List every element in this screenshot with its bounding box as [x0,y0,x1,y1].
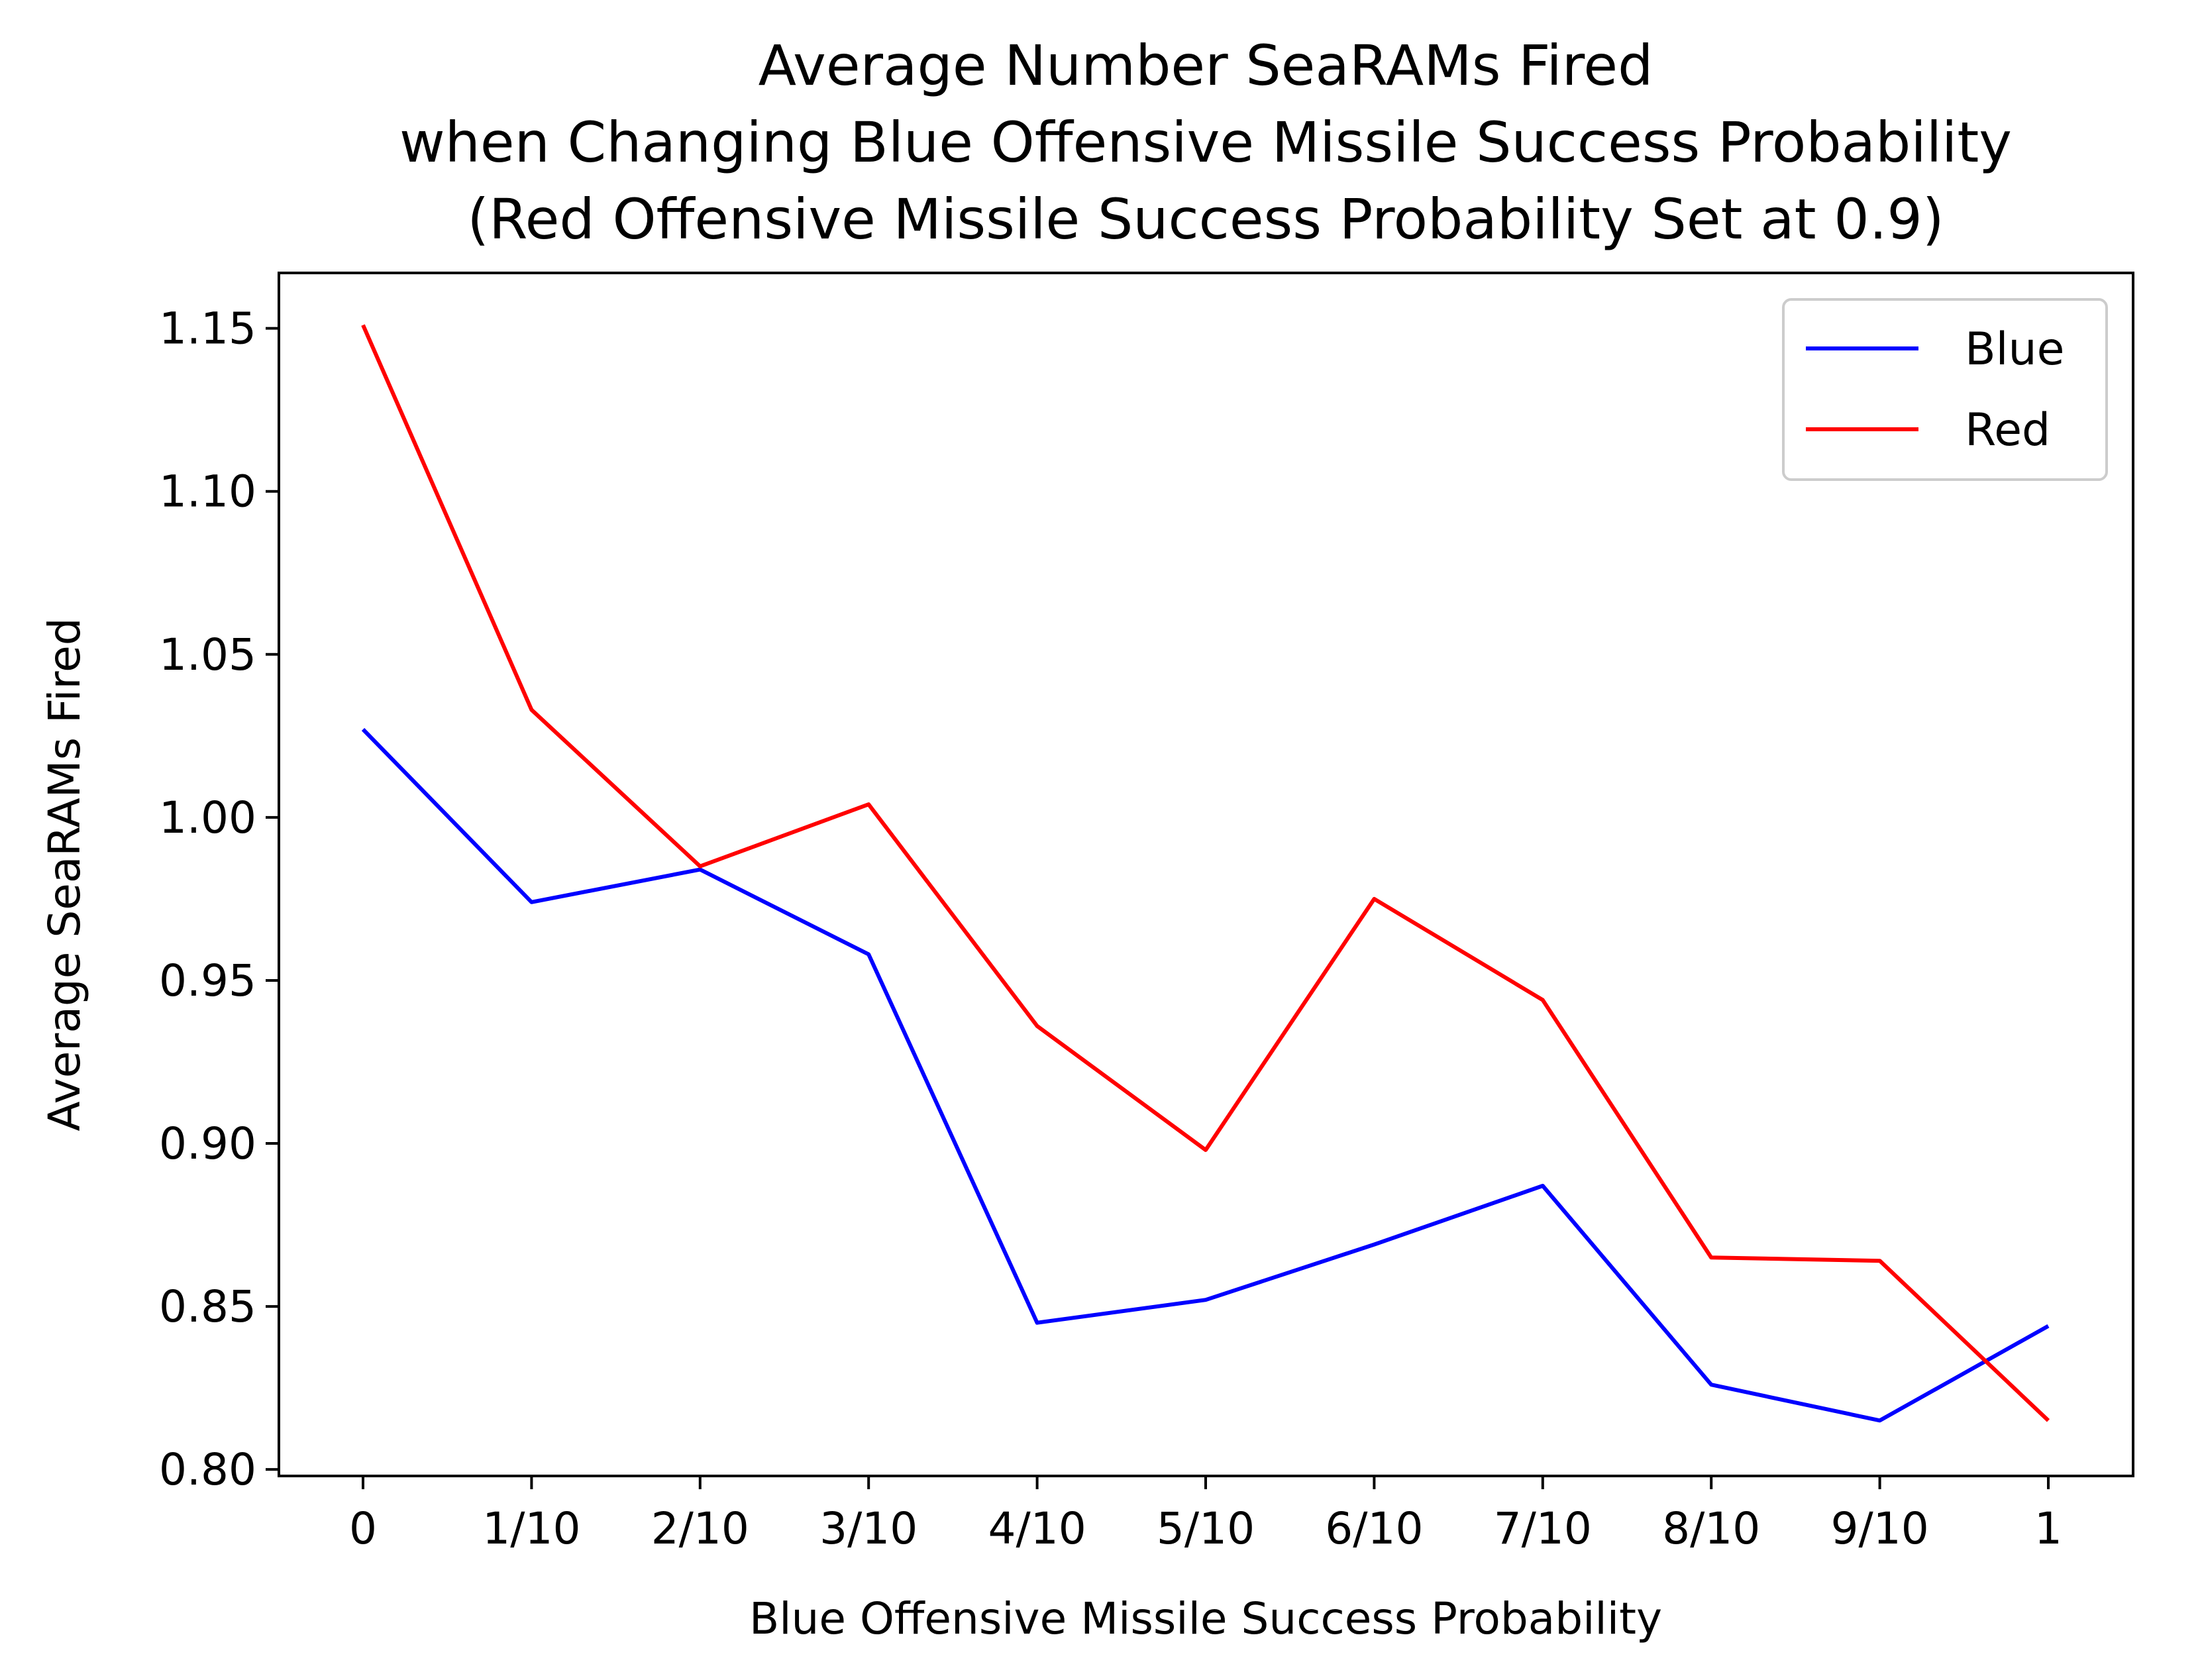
y-tick-label: 1.10 [159,466,256,517]
x-tick-label: 9/10 [1830,1503,1928,1554]
chart-title-line-2: when Changing Blue Offensive Missile Suc… [399,110,2012,175]
y-tick-label: 1.15 [159,303,256,354]
series-line-blue [361,727,2050,1423]
y-tick-label: 1.00 [159,792,256,843]
y-axis-label: Average SeaRAMs Fired [39,617,90,1131]
plot-area [361,324,2050,1423]
x-tick-label: 1/10 [482,1503,580,1554]
legend-label-blue: Blue [1965,323,2064,376]
x-tick-label: 7/10 [1494,1503,1592,1554]
chart-title-line-3: (Red Offensive Missile Success Probabili… [467,187,1944,252]
x-tick-label: 5/10 [1157,1503,1255,1554]
series-line-red [361,324,2050,1422]
x-tick-label: 2/10 [651,1503,749,1554]
x-tick-label: 6/10 [1325,1503,1423,1554]
legend-box [1782,298,2108,481]
legend: Blue Red [1782,298,2108,481]
x-axis-label: Blue Offensive Missile Success Probabili… [749,1593,1662,1644]
y-tick-label: 1.05 [159,629,256,680]
x-tick-label: 4/10 [988,1503,1086,1554]
chart-title-line-1: Average Number SeaRAMs Fired [759,33,1653,98]
x-tick-label: 1 [2034,1503,2062,1554]
chart-title: Average Number SeaRAMs Fired when Changi… [399,33,2012,252]
x-tick-label: 8/10 [1662,1503,1760,1554]
y-axis: 0.80 0.85 0.90 0.95 1.00 1.05 1.10 1.15 [159,303,279,1495]
legend-label-red: Red [1965,404,2050,456]
x-tick-label: 3/10 [819,1503,918,1554]
y-tick-label: 0.95 [159,955,256,1006]
y-tick-label: 0.80 [159,1444,256,1495]
y-tick-label: 0.90 [159,1118,256,1169]
y-tick-label: 0.85 [159,1281,256,1332]
x-axis: 0 1/10 2/10 3/10 4/10 5/10 6/10 7/10 8/10 9/10 1 [349,1476,2062,1554]
x-tick-label: 0 [349,1503,377,1554]
